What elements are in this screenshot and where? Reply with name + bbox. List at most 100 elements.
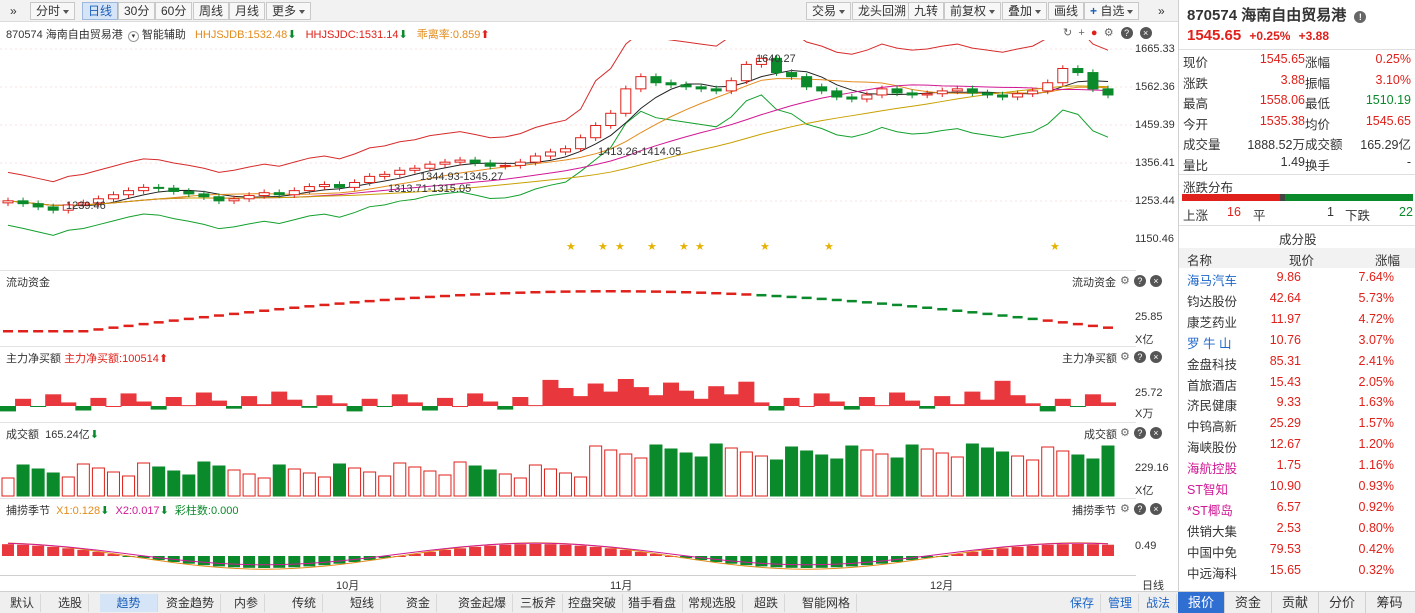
constituent-row[interactable]: 供销大集 2.53 0.80%	[1179, 521, 1415, 539]
help-icon[interactable]: ?	[1133, 351, 1146, 363]
settings-icon[interactable]: ⚙	[1120, 351, 1130, 363]
tab-default[interactable]: 默认	[4, 594, 42, 612]
add-icon[interactable]: +	[1078, 27, 1085, 39]
candle-body	[665, 82, 677, 86]
constituent-row[interactable]: 首旅酒店 15.43 2.05%	[1179, 375, 1415, 393]
season-value: 0.49	[1135, 540, 1157, 552]
constituent-row[interactable]: 金盘科技 85.31 2.41%	[1179, 354, 1415, 372]
draw-line-button[interactable]: 画线	[1048, 2, 1085, 20]
constituent-row[interactable]: 钧达股份 42.64 5.73%	[1179, 291, 1415, 309]
flow-dash	[470, 293, 481, 296]
constituent-row[interactable]: 济民健康 9.33 1.63%	[1179, 395, 1415, 413]
tab-reference[interactable]: 内参	[228, 594, 266, 612]
tab-weekly[interactable]: 周线	[193, 2, 230, 20]
info-icon[interactable]: !	[1354, 11, 1367, 23]
flow-dash	[93, 328, 104, 331]
close-icon[interactable]: ×	[1149, 275, 1162, 287]
tab-hunter[interactable]: 猎手看盘	[622, 594, 684, 612]
save-button[interactable]: 保存	[1064, 594, 1102, 612]
collapse-left-icon[interactable]: »	[10, 4, 17, 18]
constituent-row[interactable]: 海航控股 1.75 1.16%	[1179, 458, 1415, 476]
tab-contribution[interactable]: 贡献	[1272, 592, 1319, 613]
constituent-pct: 4.72%	[1358, 311, 1394, 326]
tab-short[interactable]: 短线	[344, 594, 382, 612]
close-icon[interactable]: ×	[1149, 427, 1162, 439]
close-icon[interactable]: ×	[1149, 503, 1162, 515]
constituent-pct: 5.73%	[1358, 290, 1394, 305]
tab-three-axes[interactable]: 三板斧	[514, 594, 564, 612]
tab-chips[interactable]: 筹码	[1376, 595, 1403, 610]
net-buy-bar	[301, 406, 318, 408]
tab-grid[interactable]: 智能网格	[796, 594, 858, 612]
help-icon[interactable]: ?	[1133, 427, 1146, 439]
tab-60min[interactable]: 60分	[155, 2, 193, 20]
help-icon[interactable]: ?	[1133, 503, 1146, 515]
net-buy-bar	[813, 393, 830, 406]
constituent-row[interactable]: *ST椰岛 6.57 0.92%	[1179, 500, 1415, 518]
season-bar	[92, 551, 105, 556]
season-bar	[996, 548, 1009, 556]
constituent-row[interactable]: 海马汽车 9.86 7.64%	[1179, 270, 1415, 288]
quote-field-label: 今开	[1183, 117, 1209, 132]
candle-body	[92, 198, 104, 204]
tab-quote[interactable]: 报价	[1178, 592, 1225, 613]
trade-menu[interactable]: 交易	[806, 2, 852, 20]
tab-regular[interactable]: 常规选股	[682, 594, 744, 612]
kline-chart[interactable]: ★ ★ ★ ★ ★ ★ ★ ★ ★	[0, 40, 1136, 268]
tab-fund[interactable]: 资金	[400, 594, 438, 612]
settings-icon[interactable]: ⚙	[1120, 503, 1130, 515]
assist-label[interactable]: 智能辅助	[141, 29, 186, 41]
net-buy-bar	[678, 390, 695, 406]
tab-capital[interactable]: 资金	[1225, 592, 1272, 613]
tab-monthly[interactable]: 月线	[229, 2, 266, 20]
overlay-menu[interactable]: 叠加	[1002, 2, 1048, 20]
tab-select[interactable]: 选股	[52, 594, 90, 612]
expand-right-icon[interactable]: »	[1158, 4, 1165, 18]
indicator-bias: 乖离率:0.859	[416, 29, 481, 41]
watchlist-button[interactable]: + 自选	[1084, 2, 1140, 20]
close-icon[interactable]: ×	[1139, 27, 1152, 39]
tab-price-dist[interactable]: 分价	[1319, 592, 1366, 613]
tab-fund-burst[interactable]: 资金起爆	[452, 594, 514, 612]
quote-field-value: 1535.38	[1259, 113, 1305, 128]
tab-control-break[interactable]: 控盘突破	[562, 594, 624, 612]
strategy-button[interactable]: 战法	[1140, 594, 1178, 612]
candle-body	[258, 192, 270, 197]
tab-intraday[interactable]: 分时	[30, 2, 76, 20]
tab-trend[interactable]: 趋势	[100, 594, 158, 612]
help-icon[interactable]: ?	[1133, 275, 1146, 287]
trade-label: 交易	[812, 4, 837, 18]
nine-turn-button[interactable]: 九转	[908, 2, 945, 20]
tab-30min[interactable]: 30分	[118, 2, 156, 20]
tab-more[interactable]: 更多	[266, 2, 312, 20]
net-buy-bar	[361, 398, 378, 406]
manage-button[interactable]: 管理	[1102, 594, 1140, 612]
leader-review-button[interactable]: 龙头回溯	[852, 2, 913, 20]
up-label: 上涨	[1183, 209, 1209, 223]
constituent-row[interactable]: 中钨高新 25.29 1.57%	[1179, 416, 1415, 434]
net-buy-bar	[934, 396, 951, 406]
constituent-row[interactable]: ST智知 10.90 0.93%	[1179, 479, 1415, 497]
refresh-icon[interactable]: ↻	[1063, 27, 1073, 39]
tab-fund-trend[interactable]: 资金趋势	[160, 594, 222, 612]
minus-icon[interactable]: ●	[1090, 27, 1098, 39]
adjust-menu[interactable]: 前复权	[944, 2, 1002, 20]
settings-icon[interactable]: ⚙	[1103, 27, 1114, 39]
tab-daily[interactable]: 日线	[82, 2, 119, 20]
constituent-row[interactable]: 康芝药业 11.97 4.72%	[1179, 312, 1415, 330]
close-icon[interactable]: ×	[1149, 351, 1162, 363]
settings-icon[interactable]: ⚙	[1120, 275, 1130, 287]
tab-oversold[interactable]: 超跌	[748, 594, 786, 612]
settings-icon[interactable]: ⚙	[1120, 427, 1130, 439]
constituent-name: ST智知	[1187, 483, 1228, 497]
flow-dash	[771, 294, 782, 298]
constituent-row[interactable]: 罗 牛 山 10.76 3.07%	[1179, 333, 1415, 351]
flow-dash	[439, 294, 450, 298]
tab-traditional[interactable]: 传统	[286, 594, 324, 612]
constituent-row[interactable]: 中远海科 15.65 0.32%	[1179, 563, 1415, 581]
volume-bar	[920, 448, 934, 497]
help-icon[interactable]: ?	[1120, 27, 1133, 39]
constituent-row[interactable]: 海峡股份 12.67 1.20%	[1179, 437, 1415, 455]
constituent-row[interactable]: 中国中免 79.53 0.42%	[1179, 542, 1415, 560]
quote-row: 量比 1.49 换手 -	[1179, 155, 1415, 173]
